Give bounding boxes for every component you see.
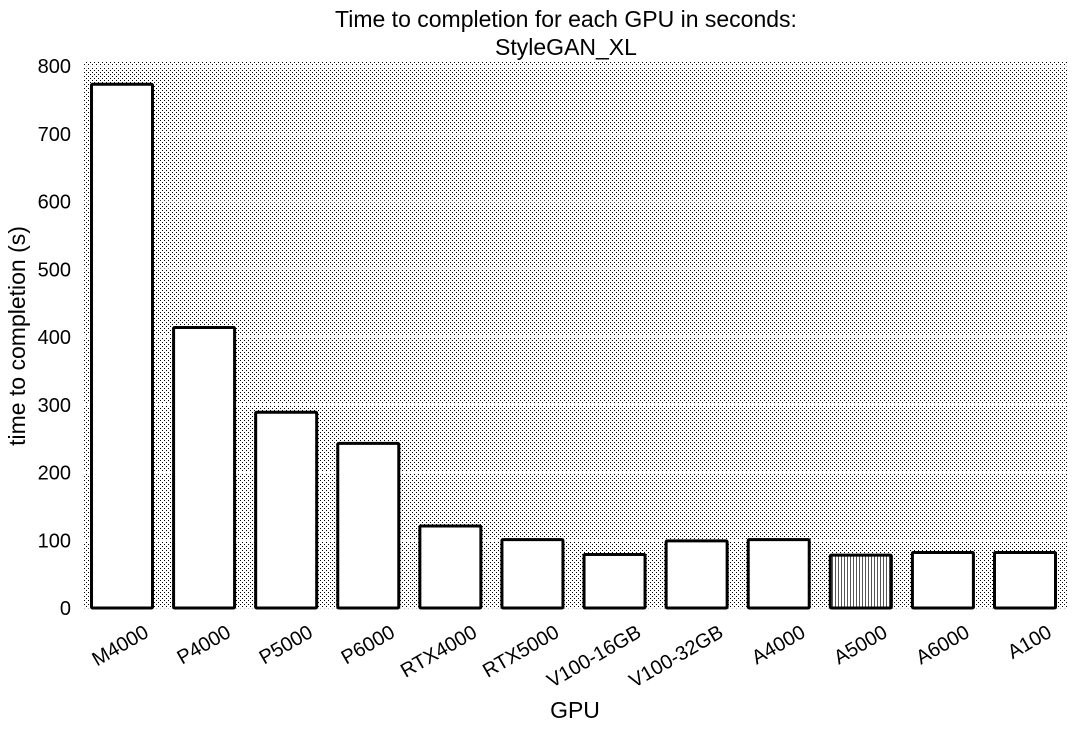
- bar-a5000: [828, 553, 893, 610]
- bar-m4000: [90, 82, 154, 610]
- x-tick-labels: M4000 P4000 P5000 P6000RTX4000RTX5000V100-1…: [89, 621, 1056, 692]
- y-tick-label: 300: [38, 395, 71, 417]
- bar-rtx5000: [500, 538, 565, 610]
- x-tick-label: M4000: [89, 621, 153, 671]
- bar-v100-16gb: [582, 552, 647, 610]
- bar-p5000: [254, 410, 319, 610]
- plot-area: [83, 62, 1068, 610]
- y-tick-label: 800: [38, 56, 71, 78]
- x-tick-label: V100-32GB: [626, 621, 728, 692]
- y-tick-label: 400: [38, 327, 71, 349]
- x-tick-label: P6000: [338, 621, 399, 669]
- x-tick-label: P4000: [173, 621, 234, 669]
- y-tick-label: 0: [60, 598, 71, 620]
- x-tick-label: RTX4000: [397, 621, 481, 682]
- chart-title: Time to completion for each GPU in secon…: [335, 6, 797, 32]
- bar-p6000: [336, 441, 401, 610]
- y-tick-label: 600: [38, 192, 71, 214]
- x-tick-label: A100: [1004, 621, 1055, 663]
- bar-p4000: [172, 326, 237, 610]
- bar-a4000: [746, 538, 811, 610]
- y-tick-label: 700: [38, 124, 71, 146]
- y-tick-label: 100: [38, 530, 71, 552]
- bar-a6000: [910, 550, 975, 610]
- x-tick-label: P5000: [256, 621, 317, 669]
- bar-a100: [993, 550, 1057, 610]
- bar-rtx4000: [418, 524, 483, 610]
- chart-subtitle: StyleGAN_XL: [495, 34, 637, 60]
- x-tick-label: A5000: [830, 621, 891, 669]
- x-tick-label: A6000: [912, 621, 973, 669]
- x-tick-label: A4000: [748, 621, 809, 669]
- bars: [90, 82, 1057, 610]
- gridlines: [83, 65, 1068, 609]
- y-tick-label: 500: [38, 259, 71, 281]
- y-tick-labels: 0 100 200 300 400 500 600 700 800: [38, 56, 71, 620]
- y-axis-label: time to completion (s): [4, 226, 30, 446]
- bar-v100-32gb: [664, 539, 729, 610]
- y-tick-label: 200: [38, 463, 71, 485]
- x-axis-label: GPU: [550, 697, 600, 723]
